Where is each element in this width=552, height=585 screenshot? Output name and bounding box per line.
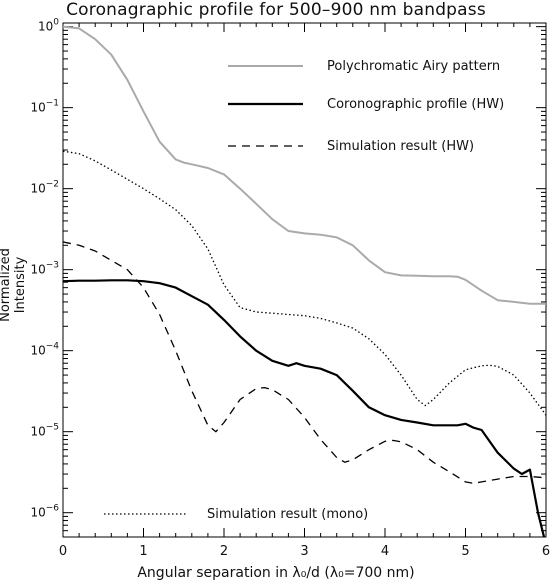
x-tick-label: 4 <box>381 544 389 559</box>
y-tick-label: 100 <box>38 18 59 34</box>
x-axis-label: Angular separation in λ₀/d (λ₀=700 nm) <box>137 565 415 581</box>
series-line-2 <box>63 279 546 537</box>
y-tick-label: 10−6 <box>30 504 59 520</box>
legend: Polychromatic Airy pattern Coronographic … <box>104 59 504 522</box>
legend-label: Simulation result (HW) <box>327 139 474 154</box>
y-tick-label: 10−5 <box>30 423 59 439</box>
series-line-3 <box>63 241 546 485</box>
x-tick-label: 3 <box>300 544 308 559</box>
x-tick-label: 2 <box>220 544 228 559</box>
y-tick-label: 10−3 <box>30 261 59 277</box>
y-tick-label: 10−2 <box>30 180 59 196</box>
x-tick-label: 1 <box>139 544 147 559</box>
series-line-1 <box>63 25 546 305</box>
legend-label: Simulation result (mono) <box>207 507 368 522</box>
legend-label: Coronographic profile (HW) <box>327 97 504 112</box>
chart-title: Coronagraphic profile for 500–900 nm ban… <box>66 0 486 20</box>
series-lines <box>63 25 546 537</box>
series-line-4 <box>63 150 546 416</box>
x-tick-label: 6 <box>542 544 550 559</box>
x-tick-label: 5 <box>461 544 469 559</box>
legend-label: Polychromatic Airy pattern <box>327 59 500 74</box>
axis-ticks: 0 1 2 3 4 5 6 10−6 10−5 10−4 10−3 10−2 10−1 100 <box>30 18 550 559</box>
y-tick-label: 10−1 <box>30 99 59 115</box>
y-tick-label: 10−4 <box>30 342 59 358</box>
x-tick-label: 0 <box>59 544 67 559</box>
